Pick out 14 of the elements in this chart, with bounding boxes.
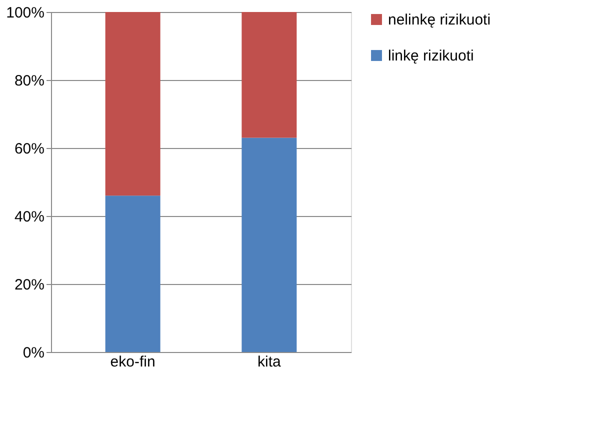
bar: [105, 12, 160, 196]
legend-label: linkę rizikuoti: [388, 48, 474, 64]
x-tick-label: eko-fin: [110, 354, 156, 370]
bar: [105, 196, 160, 352]
y-tick-label: 80%: [14, 72, 44, 90]
x-tick-label: kita: [258, 354, 282, 370]
y-tick-label: 0%: [22, 344, 44, 362]
y-tick-label: 20%: [14, 276, 44, 294]
bar: [242, 12, 297, 138]
y-tick-label: 60%: [14, 140, 44, 158]
y-tick-label: 100%: [6, 4, 44, 22]
y-tick-label: 40%: [14, 208, 44, 226]
legend-label: nelinkę rizikuoti: [388, 12, 491, 28]
bar: [242, 138, 297, 352]
